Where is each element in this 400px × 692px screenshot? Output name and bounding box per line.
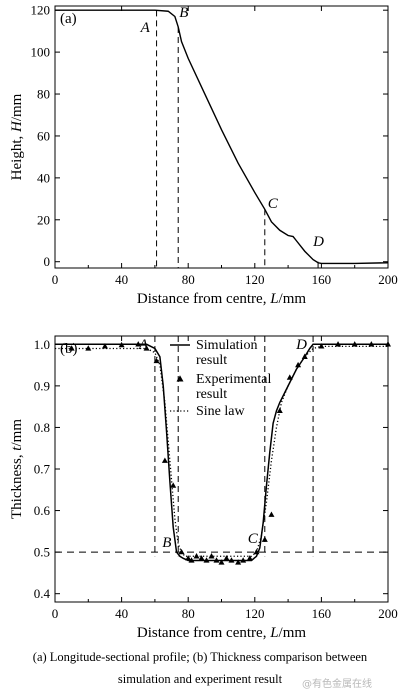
- legend: Simulation result Experimental result Sine l…: [170, 338, 272, 419]
- y-tick-label: 100: [31, 45, 51, 60]
- experimental-point: [246, 555, 253, 561]
- y-tick-label: 0.6: [34, 503, 51, 518]
- experimental-point: [68, 345, 75, 351]
- x-tick-label: 40: [115, 272, 128, 287]
- experimental-point: [335, 341, 342, 347]
- experimental-point: [161, 457, 168, 463]
- legend-sine-label: Sine law: [196, 404, 245, 419]
- experimental-point: [170, 482, 177, 488]
- plot-frame: [54, 5, 389, 269]
- experimental-point: [85, 345, 92, 351]
- experimental-point: [213, 557, 220, 563]
- marker-label-a: A: [140, 20, 151, 36]
- x-tick-label: 120: [245, 606, 265, 621]
- experimental-point: [208, 553, 215, 559]
- marker-label-b: B: [179, 5, 188, 21]
- marker-label-b: B: [162, 535, 171, 551]
- experimental-point: [301, 353, 308, 359]
- experimental-point: [351, 341, 358, 347]
- x-tick-label: 0: [52, 272, 59, 287]
- legend-experimental-label: Experimental result: [196, 372, 272, 402]
- caption-line-1: (a) Longitude-sectional profile; (b) Thi…: [32, 650, 368, 664]
- legend-simulation-label: Simulation result: [196, 338, 257, 368]
- y-tick-label: 60: [37, 128, 50, 143]
- experimental-point: [188, 557, 195, 563]
- x-axis-label: Distance from centre, L/mm: [137, 291, 306, 307]
- x-tick-label: 160: [312, 272, 332, 287]
- experimental-point: [295, 361, 302, 368]
- x-tick-label: 200: [378, 606, 398, 621]
- y-axis-label: Thickness, t/mm: [9, 419, 25, 519]
- marker-label-c: C: [268, 196, 279, 212]
- experimental-point: [368, 341, 375, 347]
- x-axis-label: Distance from centre, L/mm: [137, 625, 306, 641]
- y-tick-label: 0.8: [34, 420, 50, 435]
- y-tick-label: 0.5: [34, 545, 50, 560]
- legend-experimental-swatch: [176, 375, 184, 382]
- figure-caption: (a) Longitude-sectional profile; (b) Thi…: [0, 646, 400, 690]
- experimental-point: [253, 548, 260, 555]
- y-axis-label: Height, H/mm: [9, 93, 25, 180]
- figure: 0 40 80 120 160 200 0 20 40 60 80 100 120 Distance fr…: [9, 3, 398, 641]
- watermark: @有色金属在线: [302, 679, 372, 690]
- experimental-point: [235, 559, 242, 565]
- x-tick-label: 120: [245, 272, 265, 287]
- experimental-point: [268, 511, 275, 517]
- y-tick-label: 40: [37, 170, 50, 185]
- experimental-point: [223, 555, 230, 561]
- experimental-point: [318, 343, 325, 349]
- experimental-point: [193, 553, 200, 559]
- marker-label-c: C: [248, 531, 259, 547]
- experimental-point: [261, 536, 268, 542]
- experimental-point: [178, 548, 185, 555]
- experimental-point: [101, 343, 108, 349]
- marker-label-d: D: [312, 234, 324, 250]
- experimental-point: [218, 559, 225, 565]
- y-tick-label: 0.7: [34, 462, 51, 477]
- y-tick-label: 120: [31, 3, 51, 18]
- caption-line-2: simulation and experiment result: [117, 672, 283, 686]
- marker-label-d: D: [295, 337, 307, 353]
- x-tick-label: 0: [52, 606, 59, 621]
- experimental-point: [203, 557, 210, 563]
- experimental-point: [143, 345, 150, 351]
- height-profile-line: [55, 9, 389, 265]
- panel-label: (a): [60, 11, 77, 27]
- experimental-point: [198, 555, 205, 561]
- experimental-point: [185, 555, 192, 561]
- experimental-point: [153, 357, 160, 364]
- x-tick-label: 40: [115, 606, 128, 621]
- experimental-point: [385, 341, 391, 347]
- panel-a-height-profile: 0 40 80 120 160 200 0 20 40 60 80 100 120 Distance fr…: [9, 3, 398, 307]
- experimental-point: [228, 557, 235, 563]
- x-tick-label: 160: [312, 606, 332, 621]
- panel-b-thickness-comparison: 0 40 80 120 160 200 0.4 0.5 0.6 0.7 0.8 0.9 1.0 Dista…: [9, 335, 398, 641]
- y-tick-label: 20: [37, 212, 50, 227]
- y-tick-label: 1.0: [34, 337, 50, 352]
- experimental-point: [135, 341, 142, 347]
- experimental-point: [240, 557, 247, 563]
- x-tick-label: 80: [182, 606, 195, 621]
- experimental-point: [286, 374, 293, 380]
- y-tick-label: 0.9: [34, 378, 50, 393]
- y-tick-label: 80: [37, 87, 50, 102]
- y-tick-label: 0: [44, 254, 51, 269]
- y-tick-label: 0.4: [34, 586, 51, 601]
- x-tick-label: 200: [378, 272, 398, 287]
- experimental-point: [118, 341, 125, 348]
- experimental-point: [276, 407, 283, 413]
- x-tick-label: 80: [182, 272, 195, 287]
